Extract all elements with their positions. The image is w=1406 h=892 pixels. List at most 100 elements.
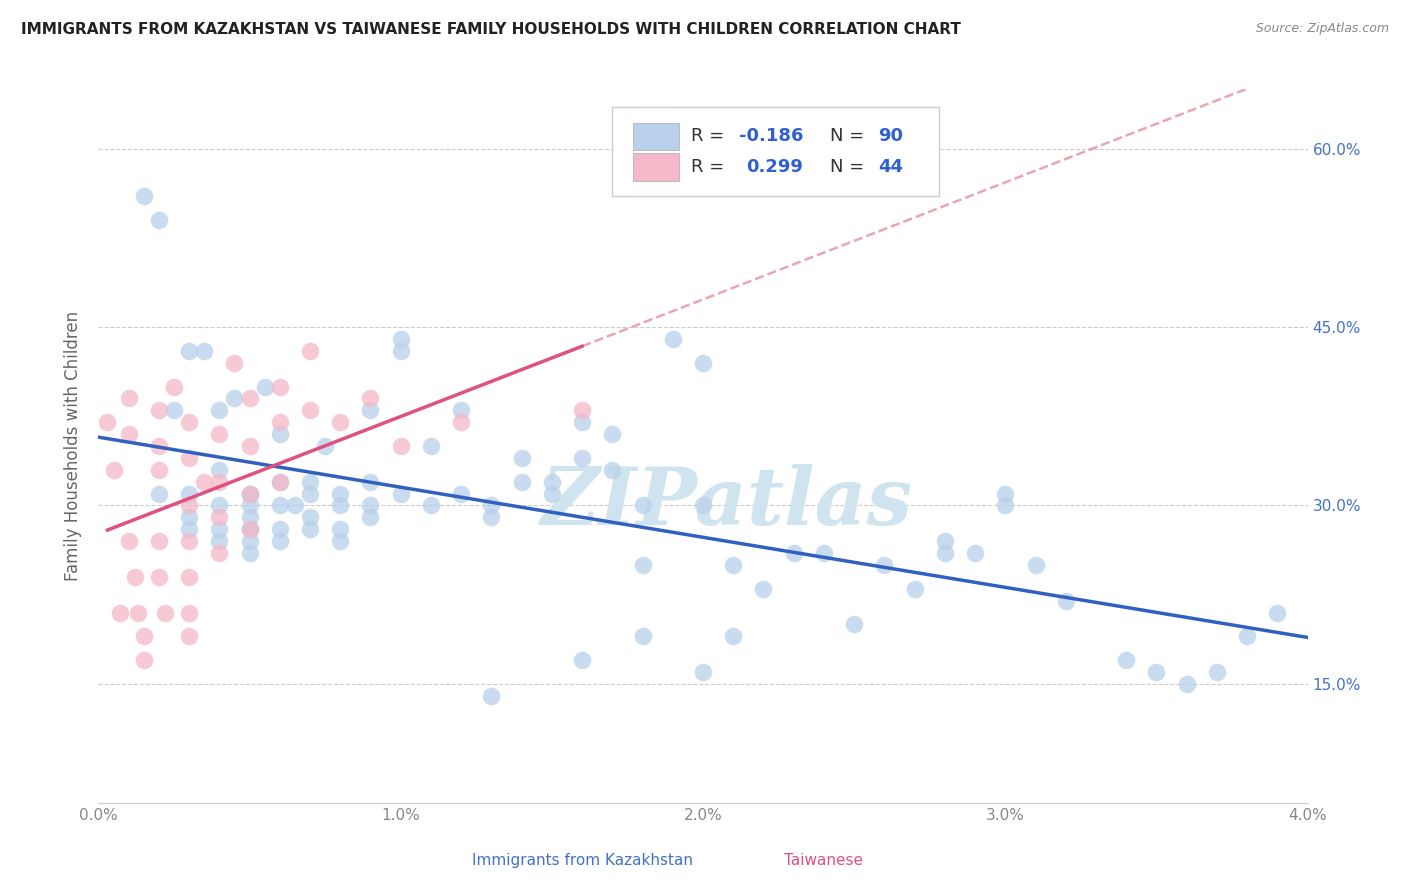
Point: [389, 332, 412, 346]
Point: [994, 499, 1017, 513]
Point: [510, 475, 533, 489]
Text: Taiwanese: Taiwanese: [785, 853, 863, 868]
Point: [631, 499, 654, 513]
Point: [360, 499, 382, 513]
Point: [1146, 665, 1168, 679]
Point: [571, 450, 593, 465]
Point: [692, 356, 714, 370]
FancyBboxPatch shape: [613, 107, 939, 196]
Point: [1175, 677, 1198, 691]
Point: [179, 522, 201, 536]
FancyBboxPatch shape: [633, 153, 679, 180]
Point: [239, 534, 262, 549]
Point: [481, 499, 503, 513]
Point: [163, 379, 186, 393]
Point: [1206, 665, 1229, 679]
Text: 90: 90: [879, 128, 903, 145]
Point: [934, 546, 956, 560]
FancyBboxPatch shape: [633, 123, 679, 150]
Point: [118, 534, 141, 549]
Point: [571, 403, 593, 417]
Point: [481, 510, 503, 524]
Point: [179, 450, 201, 465]
Point: [510, 450, 533, 465]
Text: Source: ZipAtlas.com: Source: ZipAtlas.com: [1256, 22, 1389, 36]
Point: [239, 522, 262, 536]
Point: [239, 486, 262, 500]
Point: [1115, 653, 1137, 667]
Point: [994, 486, 1017, 500]
Point: [239, 522, 262, 536]
Point: [873, 558, 896, 572]
Point: [132, 629, 155, 643]
Point: [284, 499, 307, 513]
Point: [360, 510, 382, 524]
Point: [224, 392, 246, 406]
Point: [103, 463, 125, 477]
Point: [239, 510, 262, 524]
Point: [813, 546, 835, 560]
Text: R =: R =: [690, 158, 735, 176]
Point: [239, 546, 262, 560]
Point: [1054, 593, 1077, 607]
Point: [208, 546, 231, 560]
Point: [360, 392, 382, 406]
Point: [208, 510, 231, 524]
Point: [208, 427, 231, 442]
Point: [163, 403, 186, 417]
Point: [329, 522, 352, 536]
Point: [239, 486, 262, 500]
Point: [132, 189, 155, 203]
Point: [179, 629, 201, 643]
Point: [148, 486, 170, 500]
Text: Immigrants from Kazakhstan: Immigrants from Kazakhstan: [471, 853, 693, 868]
Point: [269, 379, 291, 393]
Point: [208, 534, 231, 549]
Point: [127, 606, 149, 620]
Point: [481, 689, 503, 703]
Point: [631, 629, 654, 643]
Point: [299, 510, 322, 524]
Point: [239, 392, 262, 406]
Point: [148, 213, 170, 227]
Point: [208, 499, 231, 513]
Point: [124, 570, 146, 584]
Point: [904, 582, 927, 596]
Point: [692, 499, 714, 513]
Point: [269, 534, 291, 549]
Point: [299, 522, 322, 536]
Point: [540, 475, 562, 489]
Point: [450, 415, 472, 429]
Point: [752, 582, 775, 596]
Point: [360, 475, 382, 489]
Point: [723, 558, 745, 572]
Point: [389, 439, 412, 453]
Point: [118, 392, 141, 406]
Point: [844, 617, 866, 632]
Point: [208, 403, 231, 417]
Point: [329, 415, 352, 429]
Point: [193, 343, 215, 358]
Y-axis label: Family Households with Children: Family Households with Children: [65, 311, 83, 581]
Text: 0.299: 0.299: [747, 158, 803, 176]
Point: [1025, 558, 1047, 572]
Point: [179, 499, 201, 513]
Point: [571, 415, 593, 429]
Text: IMMIGRANTS FROM KAZAKHSTAN VS TAIWANESE FAMILY HOUSEHOLDS WITH CHILDREN CORRELAT: IMMIGRANTS FROM KAZAKHSTAN VS TAIWANESE …: [21, 22, 960, 37]
Point: [118, 427, 141, 442]
Point: [239, 522, 262, 536]
Point: [253, 379, 276, 393]
Point: [208, 475, 231, 489]
Text: N =: N =: [830, 158, 870, 176]
Point: [783, 546, 806, 560]
Point: [179, 534, 201, 549]
Point: [148, 439, 170, 453]
Point: [148, 403, 170, 417]
Point: [299, 486, 322, 500]
Point: [179, 510, 201, 524]
Point: [239, 486, 262, 500]
Text: ZIPatlas: ZIPatlas: [541, 465, 914, 541]
Point: [208, 522, 231, 536]
Point: [269, 499, 291, 513]
Point: [269, 475, 291, 489]
